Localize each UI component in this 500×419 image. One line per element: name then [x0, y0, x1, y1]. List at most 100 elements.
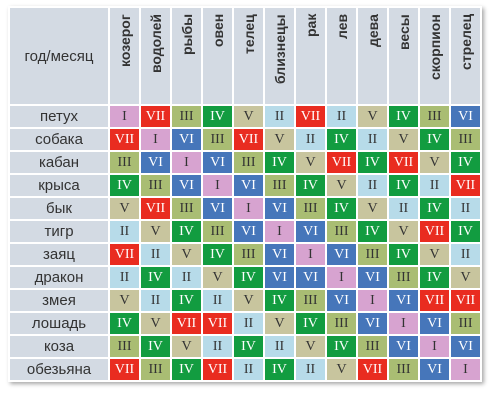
table-cell: II — [141, 290, 170, 311]
table-cell: IV — [203, 244, 232, 265]
table-cell: V — [389, 129, 418, 150]
table-cell: IV — [451, 152, 480, 173]
table-cell: II — [265, 106, 294, 127]
month-header: овен — [203, 8, 232, 104]
table-cell: VI — [172, 129, 201, 150]
table-cell: V — [234, 106, 263, 127]
table-cell: V — [420, 244, 449, 265]
table-cell: I — [358, 290, 387, 311]
table-cell: VI — [296, 221, 325, 242]
table-cell: VII — [172, 313, 201, 334]
table-cell: V — [296, 152, 325, 173]
table-row: петух I VII III IV V II VII II V IV III VI — [10, 106, 480, 127]
table-cell: VI — [358, 267, 387, 288]
table-cell: VI — [234, 175, 263, 196]
table-cell: VI — [265, 267, 294, 288]
year-label: бык — [10, 198, 108, 219]
table-cell: V — [110, 198, 139, 219]
table-cell: II — [420, 175, 449, 196]
table-cell: V — [296, 336, 325, 357]
table-row: крыса IV III VI I VI III IV V II IV II VII — [10, 175, 480, 196]
table-cell: IV — [420, 129, 449, 150]
table-cell: III — [141, 175, 170, 196]
table-row: дракон II IV II V IV VI VI I VI III IV V — [10, 267, 480, 288]
table-cell: II — [203, 336, 232, 357]
year-label: обезьяна — [10, 359, 108, 380]
table-cell: IV — [358, 152, 387, 173]
month-header-label: козерог — [116, 14, 133, 67]
table-cell: III — [265, 175, 294, 196]
table-cell: IV — [296, 313, 325, 334]
table-cell: II — [265, 336, 294, 357]
table-cell: III — [172, 198, 201, 219]
table-cell: VI — [203, 152, 232, 173]
table-row: заяц VII II V IV III VI I VI III IV V II — [10, 244, 480, 265]
table-cell: VII — [296, 106, 325, 127]
table-cell: II — [296, 129, 325, 150]
month-header-label: дева — [364, 14, 381, 47]
table-cell: V — [141, 313, 170, 334]
table-cell: VII — [358, 359, 387, 380]
table-cell: V — [141, 221, 170, 242]
table-cell: IV — [234, 336, 263, 357]
table-cell: I — [451, 359, 480, 380]
table-cell: III — [389, 267, 418, 288]
table-cell: VI — [420, 313, 449, 334]
month-header-label: лев — [333, 14, 350, 40]
table-cell: VII — [141, 106, 170, 127]
corner-header-label: год/месяц — [10, 8, 108, 104]
table-cell: IV — [389, 106, 418, 127]
month-header: дева — [358, 8, 387, 104]
month-header-label: стрелец — [457, 14, 474, 71]
year-label: заяц — [10, 244, 108, 265]
table-cell: VI — [451, 336, 480, 357]
table-cell: VI — [203, 198, 232, 219]
table-cell: III — [327, 313, 356, 334]
table-cell: IV — [110, 313, 139, 334]
table-cell: III — [110, 336, 139, 357]
table-cell: I — [420, 336, 449, 357]
table-cell: I — [110, 106, 139, 127]
table-cell: III — [141, 359, 170, 380]
table-cell: VI — [265, 198, 294, 219]
year-label: кабан — [10, 152, 108, 173]
month-header-label: овен — [209, 14, 226, 48]
table-cell: IV — [141, 267, 170, 288]
table-cell: VII — [203, 359, 232, 380]
table-cell: IV — [420, 267, 449, 288]
table-cell: VII — [234, 129, 263, 150]
month-header-label: скорпион — [426, 14, 443, 80]
table-cell: V — [420, 152, 449, 173]
table-cell: I — [141, 129, 170, 150]
table-cell: III — [203, 221, 232, 242]
table-cell: IV — [141, 336, 170, 357]
table-cell: II — [358, 175, 387, 196]
table-cell: IV — [389, 175, 418, 196]
table-cell: V — [234, 290, 263, 311]
table-cell: II — [110, 221, 139, 242]
month-header-label: водолей — [147, 14, 164, 73]
table-cell: V — [203, 267, 232, 288]
table-cell: IV — [265, 152, 294, 173]
table-cell: III — [327, 221, 356, 242]
table-cell: IV — [265, 290, 294, 311]
table-cell: II — [234, 359, 263, 380]
table-cell: IV — [172, 221, 201, 242]
table-cell: II — [203, 290, 232, 311]
table-cell: I — [265, 221, 294, 242]
month-header: козерог — [110, 8, 139, 104]
month-header-label: рыбы — [178, 14, 195, 56]
table-cell: I — [234, 198, 263, 219]
month-header: лев — [327, 8, 356, 104]
table-cell: III — [358, 336, 387, 357]
table-cell: II — [234, 313, 263, 334]
table-cell: IV — [327, 336, 356, 357]
table-cell: III — [296, 290, 325, 311]
table-cell: I — [203, 175, 232, 196]
table-cell: V — [110, 290, 139, 311]
table-cell: V — [389, 221, 418, 242]
table-cell: V — [265, 129, 294, 150]
year-label: змея — [10, 290, 108, 311]
table-row: коза III IV V II IV II V IV III VI I VI — [10, 336, 480, 357]
